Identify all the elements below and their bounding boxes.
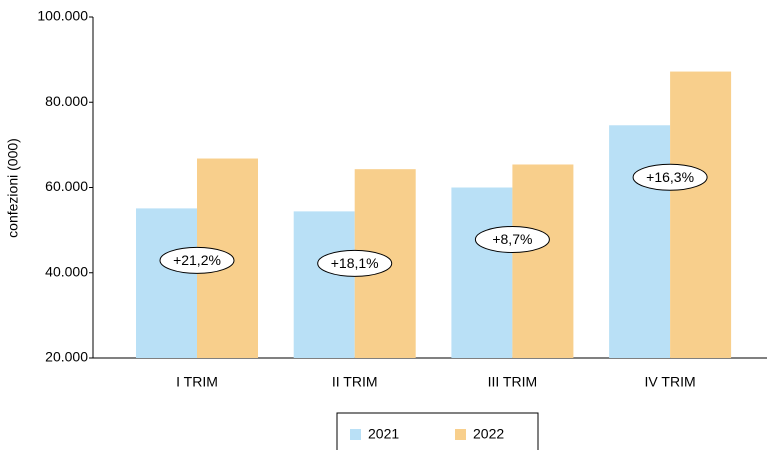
bar — [136, 208, 197, 358]
legend-swatch — [455, 429, 466, 440]
y-tick-label: 40.000 — [45, 263, 88, 279]
annotation-bubble — [159, 246, 235, 274]
y-axis-label: confezioni (000) — [5, 138, 21, 238]
x-tick-label: IV TRIM — [645, 374, 696, 390]
y-tick-label: 80.000 — [45, 93, 88, 109]
annotation: +18,1% — [331, 255, 379, 271]
bar — [293, 211, 355, 358]
bar — [512, 164, 574, 358]
legend-label: 2022 — [473, 426, 504, 442]
annotation-bubble — [317, 249, 393, 277]
annotation: +8,7% — [492, 231, 532, 247]
x-tick-label: III TRIM — [488, 374, 538, 390]
annotation: +16,3% — [646, 169, 694, 185]
x-tick-label: I TRIM — [176, 374, 218, 390]
annotation-bubble — [474, 226, 550, 253]
annotation: +21,2% — [173, 252, 221, 268]
bar — [451, 187, 513, 358]
legend-box — [336, 412, 539, 450]
x-tick-label: II TRIM — [332, 374, 378, 390]
y-tick-label: 20.000 — [45, 349, 88, 365]
y-tick-label: 60.000 — [45, 178, 88, 194]
y-tick-label: 100.000 — [37, 8, 88, 24]
annotation-bubble — [632, 163, 708, 191]
bar — [609, 125, 671, 358]
legend-label: 2021 — [368, 426, 399, 442]
legend-swatch — [350, 429, 361, 440]
bar — [670, 71, 732, 358]
